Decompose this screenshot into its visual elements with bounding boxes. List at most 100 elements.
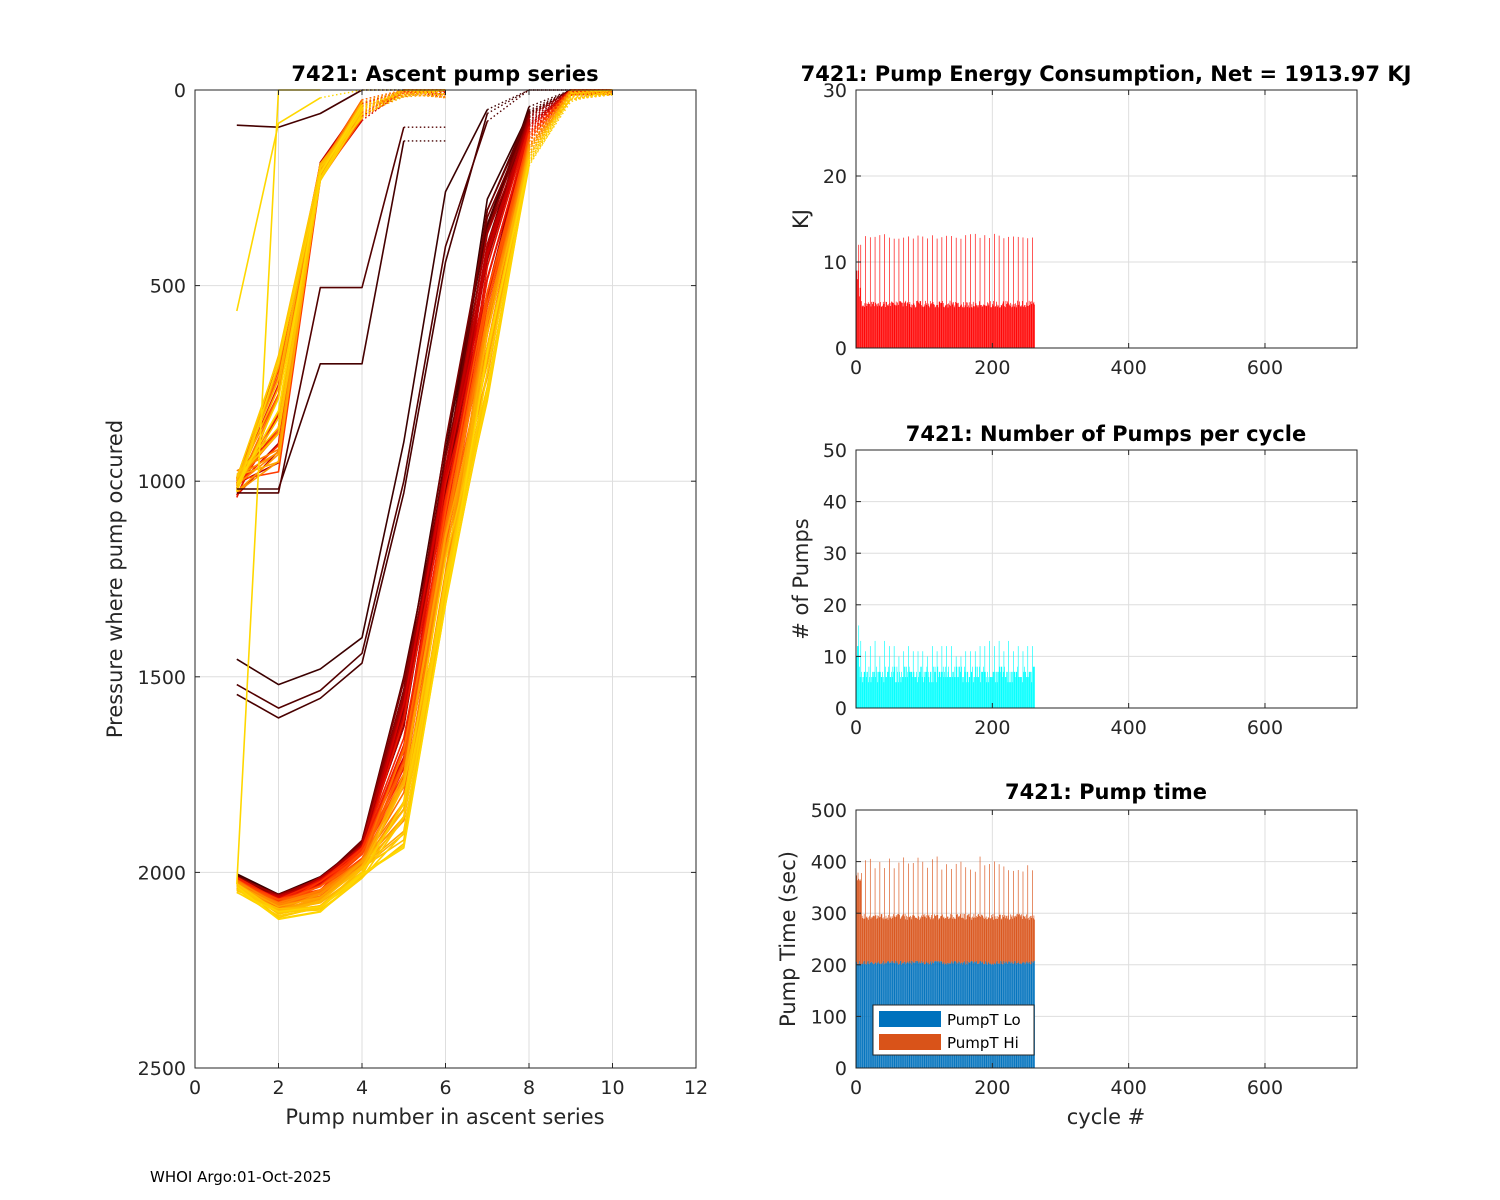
energy-bar	[882, 301, 884, 348]
pumptime-frame	[855, 809, 1358, 1069]
pumps-bar	[979, 646, 981, 708]
energy-bar	[968, 307, 970, 348]
energy-bar	[928, 305, 930, 348]
pumpt-hi-bar	[958, 915, 960, 962]
pumpt-hi-bar	[906, 915, 907, 964]
pumps-bar	[971, 671, 973, 708]
ascent-line-park1000-surface	[361, 89, 446, 119]
energy-bar	[910, 306, 911, 348]
pumps-bar	[1029, 671, 1031, 708]
pumps-bar	[998, 640, 1000, 708]
ascent-line-park1000	[236, 104, 363, 485]
pumps-ytick-label: 30	[823, 543, 847, 565]
energy-bar	[878, 305, 880, 348]
pumpt-lo-bar	[871, 961, 872, 1068]
pumps-bar	[946, 646, 947, 708]
pumps-bar	[862, 682, 864, 708]
energy-bar	[1030, 301, 1031, 348]
pumpt-hi-bar	[927, 915, 929, 963]
energy-bar	[1004, 306, 1005, 348]
energy-bar	[910, 304, 912, 348]
pumps-bar	[857, 646, 859, 708]
pumps-bar	[936, 682, 937, 708]
pumps-bar	[973, 677, 975, 708]
energy-bar	[917, 235, 919, 348]
pumps-bar	[927, 671, 929, 708]
pumps-bar	[880, 671, 881, 708]
pumpt-hi-bar	[967, 914, 969, 965]
energy-bar	[951, 302, 953, 348]
pumps-bar	[896, 666, 898, 708]
pumpt-hi-bar	[903, 857, 905, 964]
pumpt-hi-bar	[902, 915, 903, 964]
pumpt-hi-bar	[961, 917, 962, 963]
pumps-bar	[1003, 651, 1005, 708]
pumps-bar	[961, 677, 963, 708]
pumpt-hi-bar	[936, 915, 937, 962]
pumpt-lo-bar	[861, 963, 863, 1068]
pumpt-hi-bar	[884, 918, 886, 963]
pumps-bar	[951, 646, 952, 708]
pumps-bar	[869, 677, 870, 708]
pumpt-hi-bar	[974, 917, 975, 962]
pumps-bar	[857, 646, 858, 708]
pumps-bar	[882, 677, 884, 708]
pumps-bar	[912, 677, 913, 708]
energy-bar	[912, 304, 913, 348]
pumpt-hi-bar	[991, 915, 992, 965]
pumpt-hi-bar	[1034, 919, 1035, 962]
energy-bar	[893, 302, 894, 348]
pumps-bar	[975, 666, 977, 708]
pumps-bar	[991, 677, 993, 708]
energy-bar	[879, 235, 881, 348]
energy-bar	[938, 301, 940, 348]
pumps-bar	[865, 677, 867, 708]
pumps-bar	[947, 671, 949, 708]
pumps-ytick-label: 10	[823, 646, 847, 668]
energy-bar	[963, 302, 965, 348]
pumpt-hi-bar	[964, 913, 965, 961]
pumps-bar	[874, 640, 876, 708]
pumps-bar	[999, 666, 1001, 708]
pumps-bar	[865, 651, 866, 708]
pumpt-hi-bar	[983, 917, 984, 965]
energy-bar	[976, 305, 977, 348]
pumps-bar	[1019, 677, 1021, 708]
energy-bar	[930, 304, 932, 348]
energy-bar	[873, 302, 875, 348]
pumps-bar	[902, 677, 903, 708]
energy-bar	[908, 304, 910, 348]
pumpt-hi-bar	[916, 918, 917, 961]
pumpt-hi-bar	[953, 916, 954, 964]
pumps-bar	[1018, 677, 1020, 708]
energy-bar	[907, 302, 909, 348]
pumpt-hi-bar	[937, 914, 939, 963]
energy-bar	[1033, 301, 1035, 348]
pumpt-hi-bar	[920, 918, 922, 964]
pumps-bar	[856, 656, 857, 708]
pumps-bar	[888, 666, 890, 708]
energy-bar	[921, 306, 923, 348]
pumpt-hi-bar	[869, 915, 870, 965]
pumps-bar	[904, 666, 906, 708]
energy-bar	[872, 301, 874, 348]
energy-bar	[985, 305, 986, 348]
energy-bar	[1021, 300, 1023, 348]
pumpt-lo-bar	[859, 960, 860, 1068]
energy-bar	[1021, 305, 1022, 348]
pumpt-hi-bar	[996, 918, 997, 963]
pumps-bar	[935, 671, 937, 708]
pumpt-hi-bar	[932, 919, 934, 964]
pumpt-hi-bar	[871, 917, 872, 962]
pumpt-hi-bar	[877, 918, 879, 964]
pumpt-hi-bar	[954, 917, 956, 961]
energy-bar	[904, 303, 905, 348]
pumps-bar	[951, 677, 953, 708]
pumps-bar	[991, 677, 992, 708]
energy-bar	[896, 305, 898, 348]
pumps-bar	[997, 671, 999, 708]
pumps-bar	[887, 671, 889, 708]
pumpt-hi-bar	[971, 919, 973, 962]
pumpt-lo-bar	[863, 961, 864, 1068]
pumps-bar	[1009, 671, 1011, 708]
